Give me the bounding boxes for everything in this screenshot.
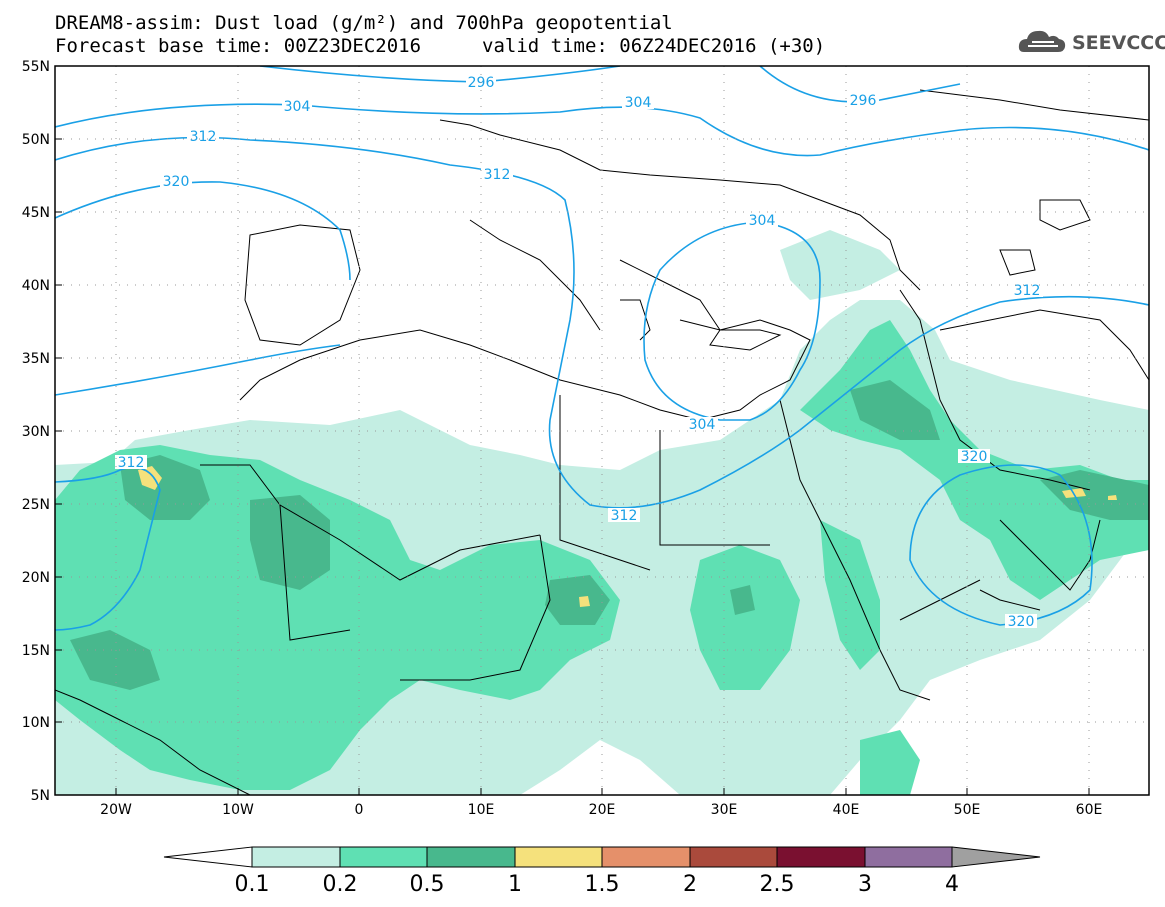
colorbar-swatch [514, 846, 603, 868]
contour-label: 304 [746, 213, 778, 229]
colorbar-label: 2.5 [759, 872, 795, 897]
colorbar-label: 4 [945, 872, 959, 897]
colorbar [163, 846, 1041, 868]
colorbar-label: 1 [508, 872, 522, 897]
lat-label: 40N [22, 278, 50, 294]
contour-label: 320 [1005, 614, 1037, 630]
lon-label: 10W [222, 802, 254, 818]
cloud-icon [1018, 30, 1066, 52]
svg-text:320: 320 [163, 174, 190, 190]
lat-label: 20N [22, 570, 50, 586]
svg-text:304: 304 [625, 95, 652, 111]
colorbar-label: 0.5 [409, 872, 445, 897]
contour-label: 312 [608, 508, 640, 524]
lon-label: 40E [833, 802, 860, 818]
svg-text:312: 312 [118, 455, 145, 471]
lat-label: 15N [22, 643, 50, 659]
colorbar-label: 0.1 [234, 872, 270, 897]
lon-label: 20W [100, 802, 132, 818]
valid-time: valid time: 06Z24DEC2016 (+30) [482, 35, 826, 57]
svg-text:312: 312 [1014, 283, 1041, 299]
contour-label: 296 [847, 93, 879, 109]
contour-label: 304 [282, 99, 312, 115]
geopotential-contours [55, 66, 1149, 631]
map-title: DREAM8-assim: Dust load (g/m²) and 700hP… [55, 12, 673, 34]
svg-text:320: 320 [1008, 614, 1035, 630]
lon-label: 0 [355, 802, 364, 818]
colorbar-swatch [251, 846, 341, 868]
contour-label-group: 296 296 304 304 304 304 312 312 312 312 … [115, 75, 1043, 630]
axis-ticks [55, 65, 1090, 796]
svg-text:312: 312 [484, 167, 511, 183]
contour-label: 312 [1011, 283, 1043, 299]
svg-text:304: 304 [284, 99, 311, 115]
contour-label: 312 [481, 167, 513, 183]
svg-text:312: 312 [190, 129, 217, 145]
svg-text:296: 296 [850, 93, 877, 109]
colorbar-swatch [426, 846, 516, 868]
contour-label: 304 [686, 417, 718, 433]
lon-label: 60E [1076, 802, 1103, 818]
dust-high-shading [70, 380, 1149, 690]
colorbar-swatch [339, 846, 428, 868]
svg-text:304: 304 [749, 213, 776, 229]
svg-text:320: 320 [961, 449, 988, 465]
contour-label: 304 [622, 95, 654, 111]
colorbar-swatch [776, 846, 866, 868]
forecast-base-time: Forecast base time: 00Z23DEC2016 [55, 35, 422, 57]
lat-label: 55N [22, 59, 50, 75]
lat-label: 10N [22, 715, 50, 731]
lat-label: 30N [22, 424, 50, 440]
colorbar-arrow-left [163, 846, 253, 868]
lat-label: 45N [22, 205, 50, 221]
colorbar-label: 0.2 [322, 872, 358, 897]
colorbar-label: 2 [683, 872, 697, 897]
contour-label: 320 [160, 174, 192, 190]
lon-label: 20E [589, 802, 616, 818]
colorbar-swatch [864, 846, 953, 868]
colorbar-label: 3 [858, 872, 872, 897]
colorbar-arrow-right [951, 846, 1041, 868]
map-area: 296 296 304 304 304 304 312 312 312 312 … [55, 66, 1149, 795]
lat-label: 35N [22, 351, 50, 367]
lat-label: 50N [22, 132, 50, 148]
longitude-labels: 20W 10W 0 10E 20E 30E 40E 50E 60E [100, 802, 1102, 818]
lon-label: 50E [954, 802, 981, 818]
logo-text: SEEVCCC [1072, 32, 1165, 54]
svg-text:304: 304 [689, 417, 716, 433]
lon-label: 30E [711, 802, 738, 818]
svg-text:312: 312 [611, 508, 638, 524]
coastlines-and-borders [55, 89, 1149, 795]
lat-label: 25N [22, 497, 50, 513]
contour-label: 312 [187, 129, 219, 145]
colorbar-swatch [601, 846, 691, 868]
contour-label: 312 [115, 455, 147, 471]
colorbar-label: 1.5 [584, 872, 620, 897]
lat-label: 5N [31, 788, 50, 804]
seevccc-logo: SEEVCCC [1018, 26, 1165, 58]
lon-label: 10E [468, 802, 495, 818]
latitude-labels: 55N 50N 45N 40N 35N 30N 25N 20N 15N 10N … [22, 59, 50, 804]
colorbar-swatch [689, 846, 778, 868]
contour-label: 320 [958, 449, 990, 465]
